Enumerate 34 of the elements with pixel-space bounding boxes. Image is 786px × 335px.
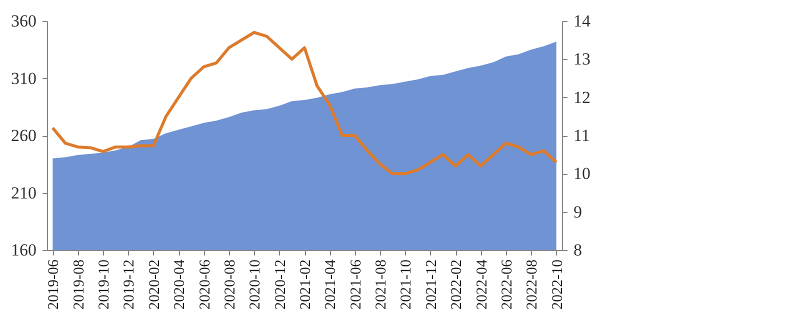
x-tick-label: 2019-08 (71, 260, 88, 310)
x-tick-label: 2022-02 (449, 260, 466, 310)
y2-tick-label: 9 (574, 202, 582, 222)
x-tick-label: 2019-10 (96, 260, 113, 310)
x-tick-label: 2021-06 (348, 259, 364, 310)
y2-tick-label: 12 (574, 88, 590, 107)
y-tick-label: 210 (11, 183, 36, 202)
x-tick-label: 2020-08 (222, 260, 238, 310)
y2-tick-label: 11 (574, 126, 590, 145)
x-tick-label: 2022-04 (474, 259, 490, 310)
x-tick-label: 2022-08 (524, 260, 541, 310)
x-tick-label: 2022-06 (499, 259, 516, 310)
x-tick-label: 2021-04 (323, 259, 340, 310)
y2-tick-label: 14 (574, 12, 591, 30)
x-tick-label: 2019-12 (122, 260, 138, 310)
x-tick-label: 2022-10 (550, 260, 566, 310)
x-tick-label: 2020-06 (197, 259, 214, 310)
y2-tick-label: 13 (574, 50, 590, 69)
line-series (51, 30, 558, 176)
x-tick-label: 2019-06 (46, 259, 62, 310)
y-tick-label: 260 (11, 126, 36, 145)
x-tick-label: 2021-10 (398, 260, 415, 310)
y-tick-label: 160 (11, 240, 36, 260)
x-tick-label: 2020-10 (248, 260, 264, 310)
y2-tick-label: 8 (574, 240, 582, 260)
x-tick-label: 2020-12 (272, 260, 289, 310)
x-tick-label: 2020-02 (146, 260, 163, 310)
x-tick-label: 2021-02 (298, 260, 314, 310)
y-tick-label: 360 (11, 12, 36, 30)
y2-tick-label: 10 (574, 164, 590, 184)
y-tick-label: 310 (11, 68, 36, 88)
x-tick-label: 2021-08 (374, 260, 390, 310)
x-tick-label: 2021-12 (424, 260, 440, 310)
x-tick-label: 2020-04 (172, 259, 188, 310)
